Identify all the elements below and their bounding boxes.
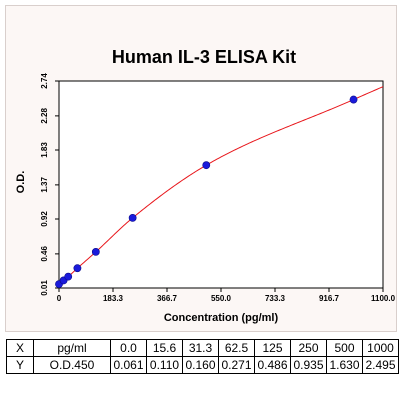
data-point [73, 264, 82, 273]
data-point [64, 272, 73, 281]
axis-ticks: 0 183.3 366.7 550.0 733.3 916.7 1100.0 0.01 0.46… [40, 73, 396, 303]
x-value-cell: 1000 [362, 339, 399, 357]
table-row-y: Y O.D.450 0.061 0.110 0.160 0.271 0.486 … [6, 356, 399, 374]
x-value-cell: 0.0 [110, 339, 147, 357]
y-tick-label: 0.01 [40, 280, 49, 296]
x-tick-label: 0 [57, 294, 62, 303]
y-value-cell: 0.271 [218, 356, 255, 374]
data-table: X pg/ml 0.0 15.6 31.3 62.5 125 250 500 1… [6, 339, 399, 374]
x-value-cell: 62.5 [218, 339, 255, 357]
table-row-x: X pg/ml 0.0 15.6 31.3 62.5 125 250 500 1… [6, 339, 399, 357]
x-value-cell: 250 [290, 339, 327, 357]
y-tick-label: 1.83 [40, 142, 49, 158]
x-tick-label: 733.3 [265, 294, 286, 303]
y-tick-label: 2.28 [40, 108, 49, 124]
y-tick-label: 2.74 [40, 73, 49, 89]
x-unit-cell: pg/ml [33, 339, 111, 357]
x-axis-label: Concentration (pg/ml) [164, 312, 279, 324]
y-value-cell: 0.160 [182, 356, 219, 374]
data-points [55, 95, 358, 289]
fit-curve [58, 86, 384, 285]
y-tick-label: 1.37 [40, 177, 49, 193]
y-value-cell: 0.935 [290, 356, 327, 374]
x-value-cell: 500 [326, 339, 363, 357]
y-axis-label: O.D. [15, 171, 27, 194]
data-point [349, 95, 358, 104]
chart-title: Human IL-3 ELISA Kit [112, 47, 296, 67]
y-tick-label: 0.46 [40, 246, 49, 262]
x-tick-label: 1100.0 [371, 294, 396, 303]
x-tick-label: 183.3 [103, 294, 124, 303]
data-point [128, 213, 137, 222]
x-tick-label: 550.0 [211, 294, 232, 303]
y-value-cell: 0.110 [146, 356, 183, 374]
x-value-cell: 31.3 [182, 339, 219, 357]
x-value-cell: 15.6 [146, 339, 183, 357]
y-value-cell: 1.630 [326, 356, 363, 374]
fit-curve-group [58, 86, 384, 285]
y-tick-label: 0.92 [40, 211, 49, 227]
y-value-cell: 0.486 [254, 356, 291, 374]
x-value-cell: 125 [254, 339, 291, 357]
y-value-cell: 0.061 [110, 356, 147, 374]
y-row-header: Y [6, 356, 34, 374]
x-tick-label: 916.7 [319, 294, 340, 303]
plot-area [58, 80, 384, 289]
x-tick-label: 366.7 [157, 294, 178, 303]
y-unit-cell: O.D.450 [33, 356, 111, 374]
data-point [91, 248, 100, 256]
chart-panel: Human IL-3 ELISA Kit 0 183.3 366.7 550.0 733… [5, 5, 397, 332]
x-row-header: X [6, 339, 34, 357]
chart: Human IL-3 ELISA Kit 0 183.3 366.7 550.0 733… [15, 47, 396, 324]
y-value-cell: 2.495 [362, 356, 399, 374]
data-point [202, 161, 211, 170]
